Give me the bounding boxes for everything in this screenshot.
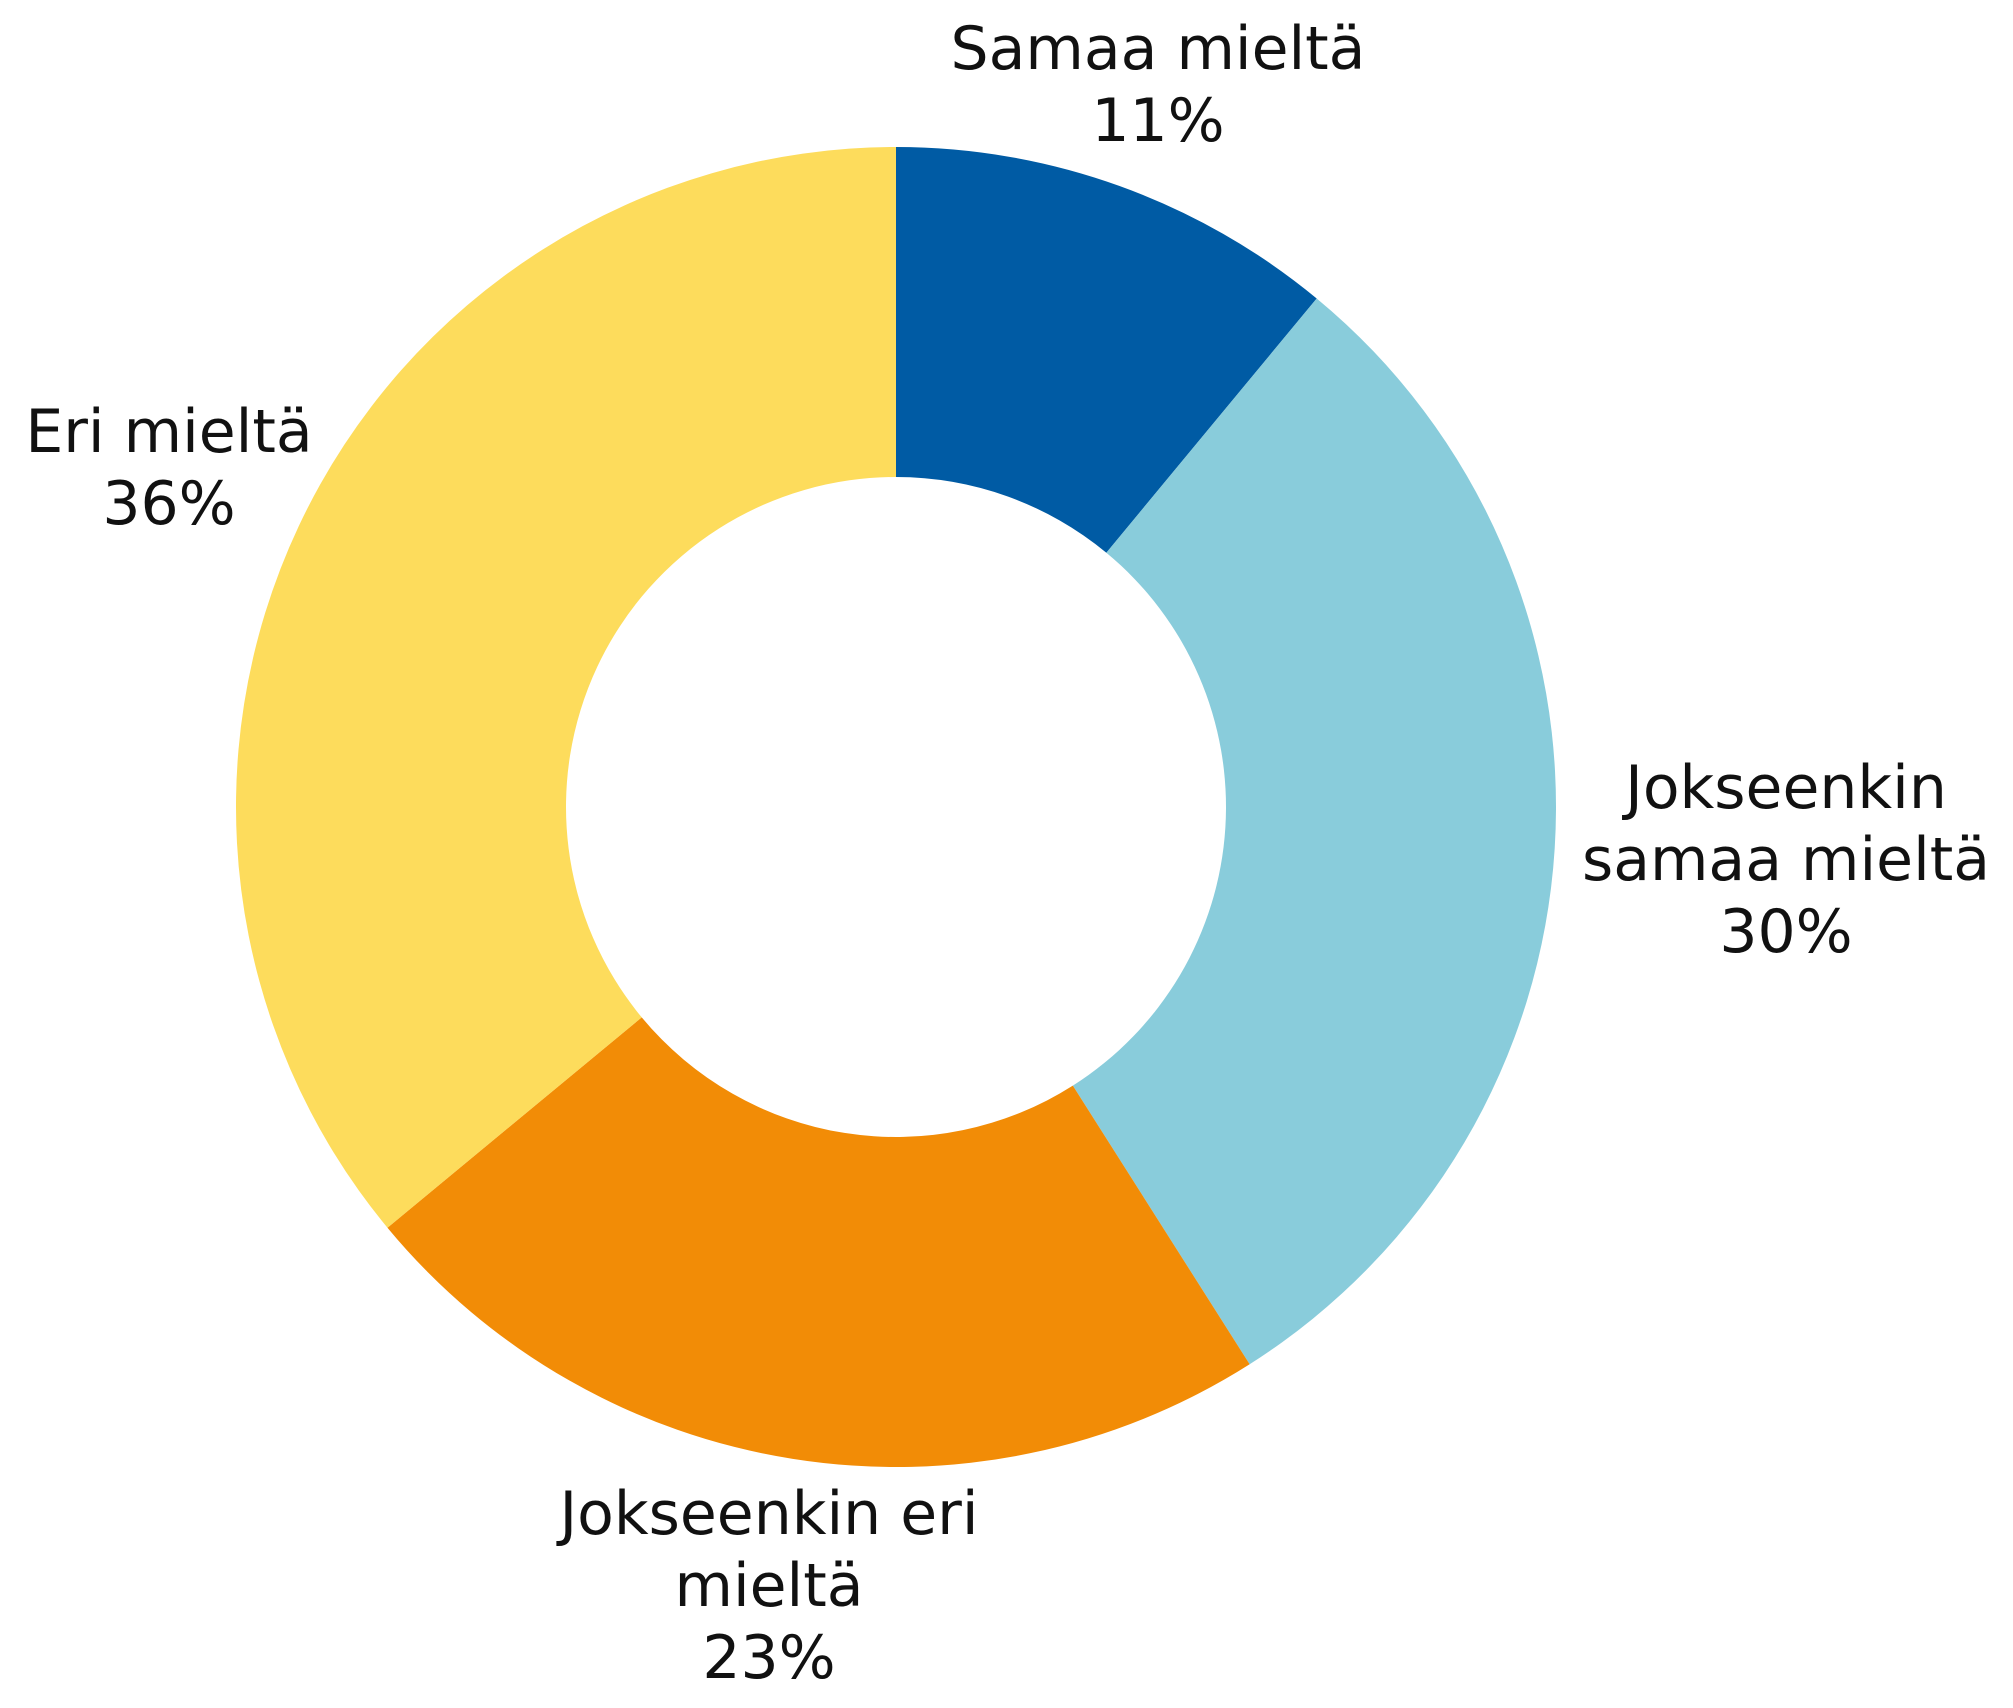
donut-slice <box>387 1017 1250 1467</box>
slice-label: Jokseenkin eri mieltä 23% <box>549 1478 989 1694</box>
donut-slice <box>1072 298 1557 1365</box>
category-label: Jokseenkin samaa mieltä <box>1581 753 1991 895</box>
slice-label: Samaa mieltä 11% <box>938 13 1378 157</box>
value-label: 36% <box>102 469 236 539</box>
category-label: Samaa mieltä <box>950 14 1366 84</box>
slice-label: Jokseenkin samaa mieltä 30% <box>1566 752 2006 968</box>
category-label: Jokseenkin eri mieltä <box>559 1479 979 1621</box>
slice-label: Eri mieltä 36% <box>0 396 389 540</box>
value-label: 23% <box>702 1623 836 1693</box>
value-label: 11% <box>1091 86 1225 156</box>
donut-slice <box>896 147 1317 553</box>
value-label: 30% <box>1719 897 1853 967</box>
donut-slice <box>236 147 896 1228</box>
category-label: Eri mieltä <box>25 397 313 467</box>
